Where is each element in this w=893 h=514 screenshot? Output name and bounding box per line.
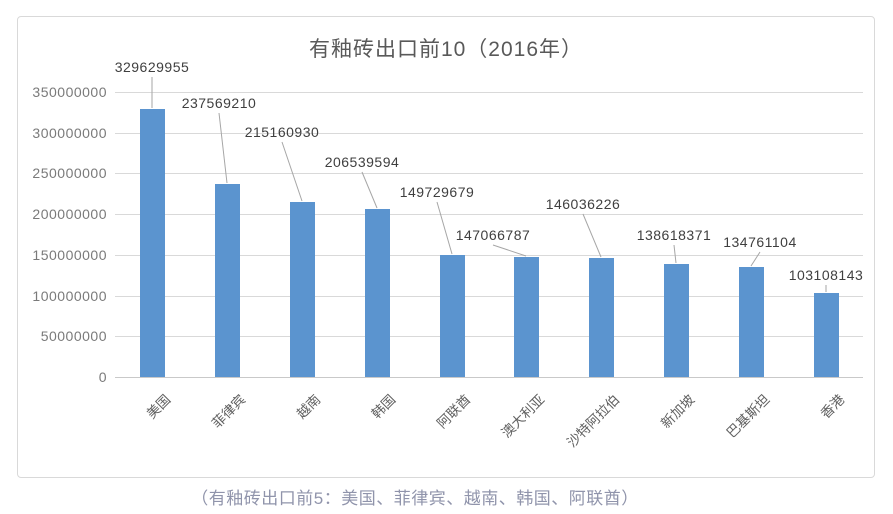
- leader-lines: [151, 77, 827, 292]
- bar-value-label: 147066787: [455, 227, 531, 243]
- chart-title: 有釉砖出口前10（2016年）: [308, 38, 584, 61]
- bar-value-label: 206539594: [324, 154, 400, 170]
- gridline: [115, 214, 863, 215]
- leader-line: [750, 251, 761, 267]
- plot-area: 329629955 237569210 215160930 206539594 1497…: [115, 60, 863, 378]
- leader-line: [673, 244, 677, 264]
- y-tick-label: 250000000: [32, 165, 107, 181]
- leader-line: [492, 244, 527, 257]
- bar: [588, 258, 614, 377]
- bar-value-label: 149729679: [399, 184, 475, 200]
- y-tick-label: 200000000: [32, 206, 107, 222]
- bar: [513, 257, 539, 377]
- bar: [663, 264, 689, 377]
- chart-frame: 有釉砖出口前10（2016年） 329629955 237569210 215160…: [17, 16, 875, 478]
- leader-line: [361, 171, 378, 209]
- y-tick-label: 300000000: [32, 125, 107, 141]
- chart-caption: （有釉砖出口前5：美国、菲律宾、越南、韩国、阿联酋）: [191, 489, 639, 508]
- y-tick-label: 0: [98, 369, 107, 385]
- bar: [738, 267, 764, 377]
- leader-line: [218, 112, 228, 184]
- bar: [289, 202, 315, 377]
- leader-line: [436, 201, 453, 255]
- bar-value-label: 134761104: [723, 234, 797, 250]
- y-tick-label: 100000000: [32, 288, 107, 304]
- y-tick-label: 350000000: [32, 84, 107, 100]
- bar: [139, 109, 165, 377]
- bar: [364, 209, 390, 377]
- bar-value-label: 215160930: [244, 124, 320, 140]
- bar-value-label: 103108143: [788, 267, 864, 283]
- bar: [813, 293, 839, 377]
- leader-line: [281, 141, 303, 202]
- bar: [439, 255, 465, 377]
- bar-value-label: 138618371: [636, 227, 712, 243]
- gridline: [115, 336, 863, 337]
- gridline: [115, 296, 863, 297]
- leader-line: [582, 213, 602, 258]
- gridline: [115, 173, 863, 174]
- bar-value-label: 329629955: [114, 59, 190, 75]
- y-tick-label: 50000000: [40, 328, 107, 344]
- gridline: [115, 377, 863, 378]
- bar-value-label: 237569210: [181, 95, 257, 111]
- bar: [214, 184, 240, 377]
- gridline: [115, 255, 863, 256]
- gridline: [115, 133, 863, 134]
- gridline: [115, 92, 863, 93]
- y-tick-label: 150000000: [32, 247, 107, 263]
- bar-value-label: 146036226: [545, 196, 621, 212]
